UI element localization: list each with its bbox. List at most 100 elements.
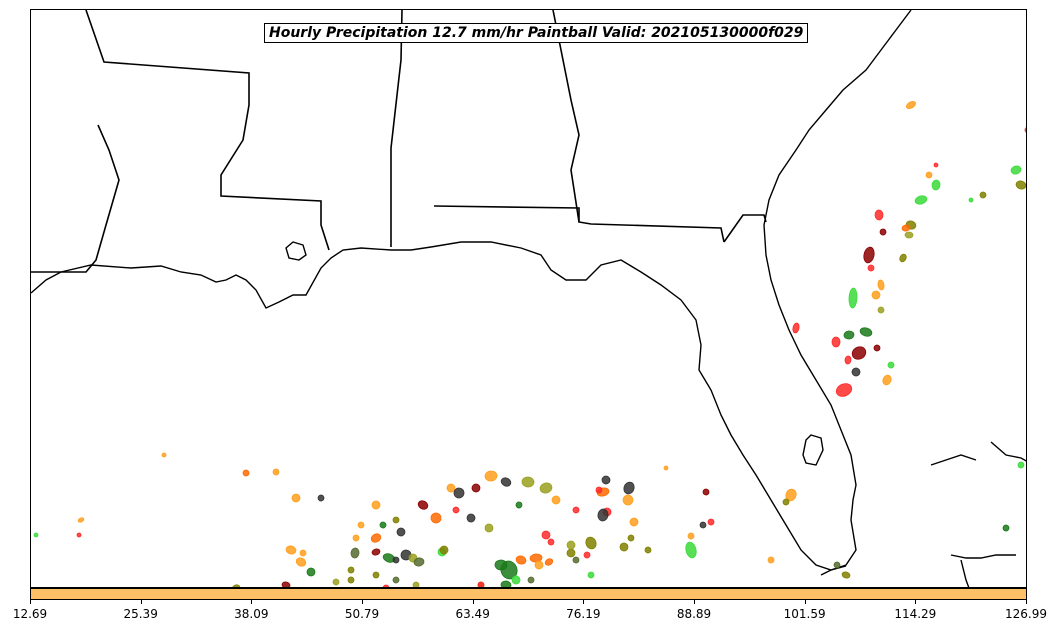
paintball-blob [484, 523, 494, 533]
paintball-blob [933, 162, 939, 168]
paintball-blob [299, 549, 307, 557]
paintball-blob [904, 231, 914, 239]
paintball-blob [370, 533, 382, 543]
paintball-blob [392, 516, 400, 524]
paintball-blob [873, 344, 881, 352]
border-la-west [31, 124, 120, 273]
paintball-blob [547, 538, 555, 546]
paintball-blob [685, 541, 697, 559]
paintball-blob [851, 346, 867, 360]
paintball-blob [644, 546, 652, 554]
colorbar-tick [1026, 600, 1027, 604]
paintball-blob [702, 488, 710, 496]
colorbar-tick [694, 600, 695, 604]
border-al-fl [433, 205, 725, 243]
colorbar-tick-label: 114.29 [894, 607, 937, 621]
colorbar [30, 588, 1027, 600]
coast-bay-mobile [285, 241, 307, 261]
paintball-blob [77, 517, 85, 523]
border-ga-fl-east [723, 214, 767, 243]
paintball-blob [877, 306, 885, 314]
paintball-blob [979, 191, 987, 199]
paintball-blob [914, 195, 928, 205]
paintball-blob [867, 264, 875, 272]
paintball-blob [500, 580, 512, 587]
paintball-blob [285, 545, 297, 555]
colorbar-tick-label: 25.39 [123, 607, 158, 621]
paintball-blob [371, 548, 381, 556]
paintball-blob [833, 561, 841, 569]
paintball-blob [544, 558, 554, 566]
paintball-blob [874, 209, 884, 221]
border-al-ga [552, 10, 580, 223]
coast-gulf-la [31, 10, 912, 571]
paintball-blob [515, 555, 527, 565]
paintball-blob [585, 536, 597, 550]
paintball-blob [1024, 126, 1026, 134]
paintball-blob [899, 253, 907, 263]
colorbar-tick-label: 38.09 [234, 607, 269, 621]
paintball-blob [541, 530, 551, 540]
paintball-blob [767, 556, 775, 564]
paintball-blob [844, 355, 852, 365]
coast-keys [820, 565, 847, 576]
paintball-blob [622, 494, 634, 506]
paintball-blob [792, 322, 800, 334]
paintball-blob [446, 483, 456, 493]
border-la-ms [85, 10, 330, 251]
paintball-blob [843, 330, 855, 340]
precipitation-paintballs [33, 100, 1026, 587]
paintball-blob [687, 532, 695, 540]
coast-lake-okeechobee [802, 434, 824, 466]
colorbar-tick-label: 101.59 [783, 607, 826, 621]
paintball-blob [392, 576, 400, 584]
paintball-blob [382, 584, 390, 587]
paintball-blob [1002, 524, 1010, 532]
paintball-blob [471, 483, 481, 493]
coast-bahamas-3 [950, 554, 1016, 559]
map-title: Hourly Precipitation 12.7 mm/hr Paintbal… [264, 23, 809, 43]
paintball-blob [572, 506, 580, 514]
paintball-blob [33, 532, 39, 538]
coastline [31, 10, 1026, 587]
paintball-blob [1015, 180, 1026, 190]
colorbar-tick-label: 63.49 [455, 607, 490, 621]
paintball-blob [521, 476, 535, 488]
colorbar-tick [251, 600, 253, 604]
paintball-blob [699, 521, 707, 529]
colorbar-tick [30, 600, 31, 604]
paintball-blob [968, 197, 974, 203]
paintball-blob [877, 279, 885, 291]
paintball-blob [901, 224, 911, 232]
paintball-blob [831, 336, 841, 348]
paintball-blob [527, 576, 535, 584]
colorbar-tick-label: 12.69 [12, 607, 48, 621]
paintball-blob [629, 517, 639, 527]
paintball-blob [412, 581, 420, 587]
paintball-blob [1017, 461, 1025, 469]
paintball-blob [242, 469, 250, 477]
paintball-blob [566, 540, 576, 550]
paintball-blob [566, 548, 576, 558]
state-borders [31, 10, 767, 273]
paintball-blob [161, 452, 167, 458]
map-panel: Hourly Precipitation 12.7 mm/hr Paintbal… [30, 9, 1027, 588]
colorbar-tick-label: 126.99 [1005, 607, 1047, 621]
paintball-blob [430, 512, 442, 524]
paintball-blob [848, 287, 858, 309]
paintball-blob [572, 556, 580, 564]
paintball-blob [317, 494, 325, 502]
map-canvas [31, 10, 1026, 587]
paintball-blob [417, 500, 429, 510]
paintball-blob [587, 571, 595, 579]
paintball-blob [871, 290, 881, 300]
paintball-blob [835, 383, 853, 397]
paintball-blob [931, 179, 941, 191]
coast-bahamas-1 [990, 441, 1026, 462]
paintball-blob [379, 521, 387, 529]
paintball-blob [882, 374, 892, 386]
paintball-blob [595, 486, 603, 494]
paintball-blob [534, 560, 544, 570]
paintball-blob [515, 501, 523, 509]
coast-bahamas-4 [960, 559, 970, 587]
